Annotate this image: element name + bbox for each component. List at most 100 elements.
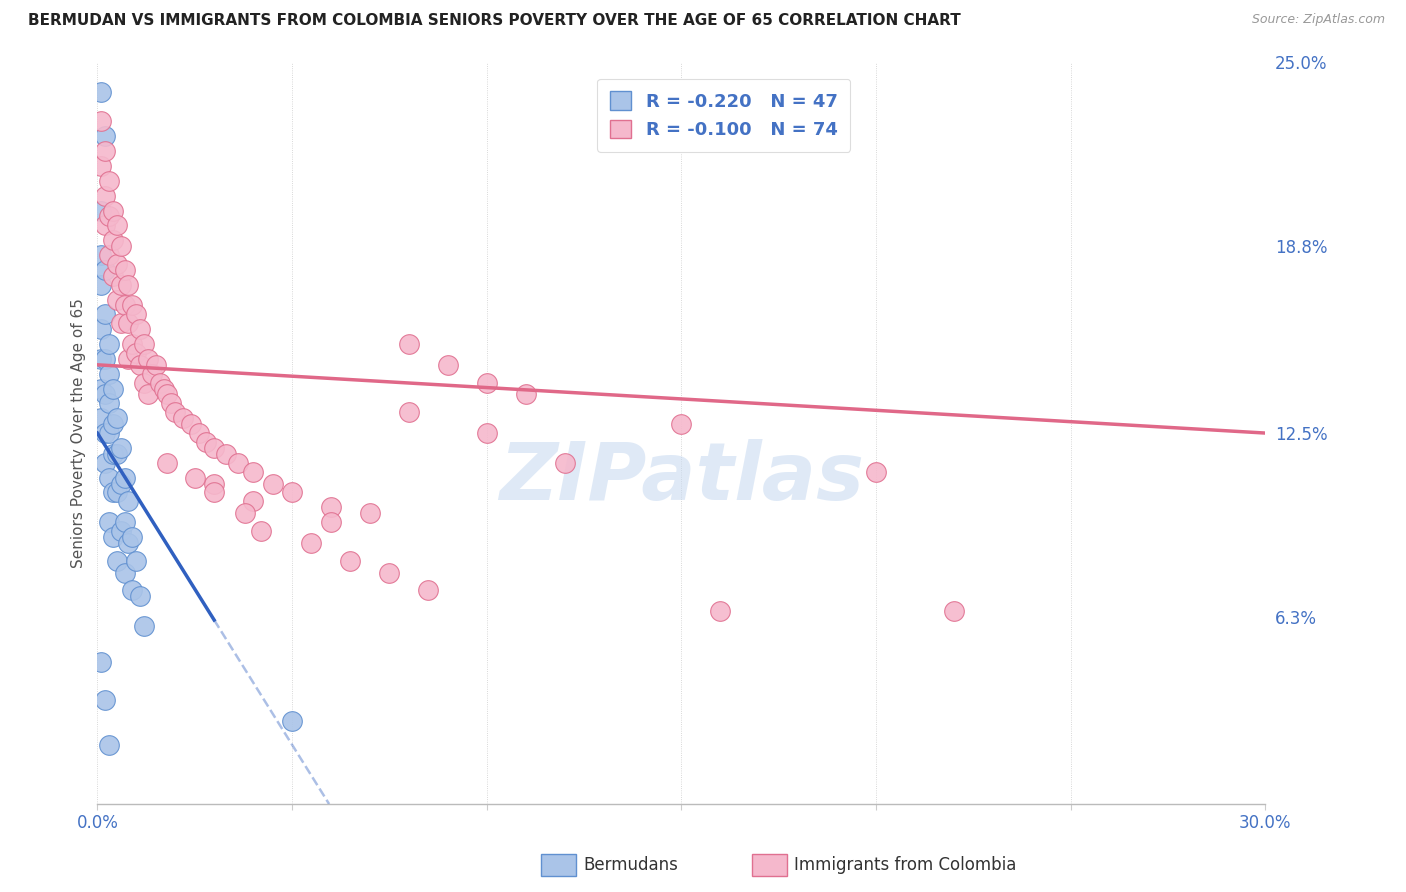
Point <box>90 203 112 218</box>
Point <box>242 465 264 479</box>
Point <box>105 411 128 425</box>
Point <box>101 485 124 500</box>
Point <box>129 322 152 336</box>
Point <box>90 411 112 425</box>
Point <box>156 456 179 470</box>
Point <box>121 298 143 312</box>
Point <box>101 203 124 218</box>
Point <box>132 337 155 351</box>
Point <box>90 277 112 292</box>
Point <box>378 566 401 580</box>
Point <box>165 405 187 419</box>
Point <box>475 425 498 440</box>
Point <box>98 337 121 351</box>
Point <box>114 566 136 580</box>
Point <box>94 129 117 144</box>
Point <box>671 417 693 432</box>
Point <box>125 554 148 568</box>
Point <box>105 485 128 500</box>
Point <box>136 351 159 366</box>
Point <box>398 337 420 351</box>
Point <box>117 316 139 330</box>
Point <box>180 417 202 432</box>
Point <box>475 376 498 390</box>
Point <box>98 367 121 381</box>
Point <box>94 693 117 707</box>
Point <box>709 604 731 618</box>
Point <box>90 114 112 128</box>
Point <box>202 441 225 455</box>
Point <box>114 263 136 277</box>
Point <box>98 470 121 484</box>
Point <box>94 188 117 202</box>
Point <box>301 536 323 550</box>
Point <box>110 476 132 491</box>
Point <box>101 447 124 461</box>
Point <box>398 405 420 419</box>
Point <box>554 456 576 470</box>
Point <box>114 515 136 529</box>
Point <box>359 506 381 520</box>
Point <box>98 210 121 224</box>
Text: Source: ZipAtlas.com: Source: ZipAtlas.com <box>1251 13 1385 27</box>
Point <box>98 248 121 262</box>
Point <box>226 456 249 470</box>
Text: BERMUDAN VS IMMIGRANTS FROM COLOMBIA SENIORS POVERTY OVER THE AGE OF 65 CORRELAT: BERMUDAN VS IMMIGRANTS FROM COLOMBIA SEN… <box>28 13 960 29</box>
Point <box>94 456 117 470</box>
Point <box>90 322 112 336</box>
Point <box>515 387 537 401</box>
Point <box>94 351 117 366</box>
Point <box>105 257 128 271</box>
Point <box>98 425 121 440</box>
Point <box>94 263 117 277</box>
Point <box>215 447 238 461</box>
Point <box>418 583 440 598</box>
Point <box>136 387 159 401</box>
Point <box>319 500 342 515</box>
Point <box>187 425 209 440</box>
Point <box>202 476 225 491</box>
Point <box>339 554 361 568</box>
Point <box>117 351 139 366</box>
Point <box>121 337 143 351</box>
Point <box>110 441 132 455</box>
Text: ZIPatlas: ZIPatlas <box>499 439 863 516</box>
Point <box>98 738 121 752</box>
Point <box>105 554 128 568</box>
Point <box>125 346 148 360</box>
Point <box>160 396 183 410</box>
Point <box>101 417 124 432</box>
Point <box>90 382 112 396</box>
Point <box>250 524 273 538</box>
Point <box>105 447 128 461</box>
Point <box>114 470 136 484</box>
Point <box>110 239 132 253</box>
Point <box>94 307 117 321</box>
Point <box>117 494 139 508</box>
Point <box>98 396 121 410</box>
Point <box>94 425 117 440</box>
Point <box>98 174 121 188</box>
Point <box>114 298 136 312</box>
Point <box>156 387 179 401</box>
Point <box>101 382 124 396</box>
Point <box>94 144 117 158</box>
Point <box>129 589 152 603</box>
Point <box>172 411 194 425</box>
Point <box>183 470 205 484</box>
Point <box>942 604 965 618</box>
Legend: R = -0.220   N = 47, R = -0.100   N = 74: R = -0.220 N = 47, R = -0.100 N = 74 <box>598 78 851 152</box>
Point <box>105 219 128 233</box>
Point <box>233 506 256 520</box>
Text: Bermudans: Bermudans <box>583 856 678 874</box>
Text: Immigrants from Colombia: Immigrants from Colombia <box>794 856 1017 874</box>
Point <box>101 268 124 283</box>
Point <box>90 248 112 262</box>
Point <box>129 358 152 372</box>
Point <box>242 494 264 508</box>
Point <box>281 485 304 500</box>
Point <box>436 358 458 372</box>
Point <box>141 367 163 381</box>
Point <box>98 515 121 529</box>
Point <box>90 159 112 173</box>
